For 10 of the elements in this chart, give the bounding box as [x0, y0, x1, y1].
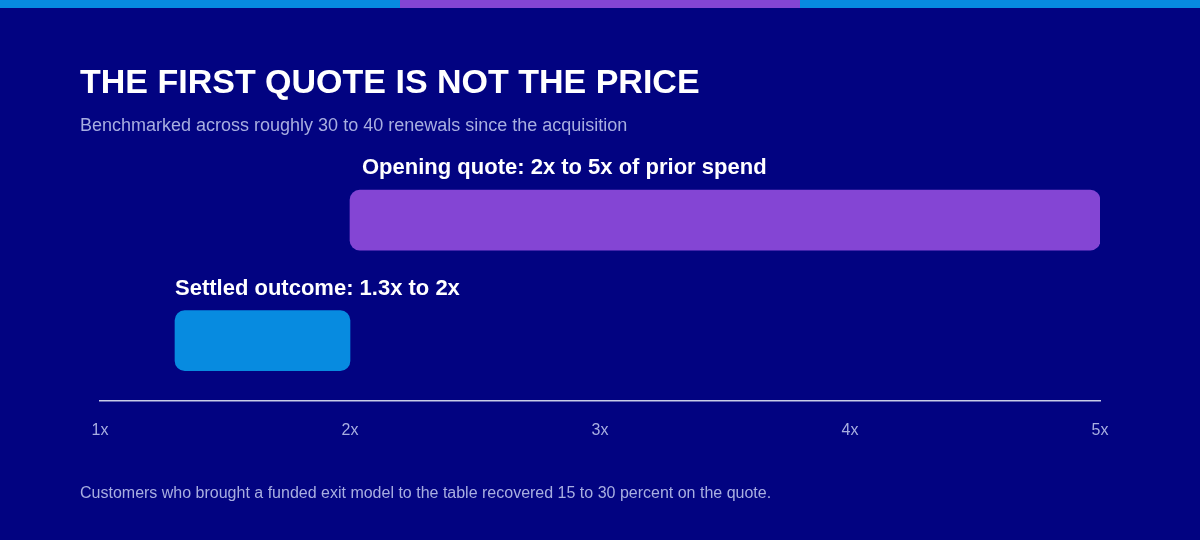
x-tick-label: 3x	[591, 420, 609, 438]
y-tick-label: Settled outcome: 1.3x to 2x	[175, 274, 461, 300]
y-tick-label: Opening quote: 2x to 5x of prior spend	[362, 154, 767, 180]
x-tick-label: 4x	[841, 420, 859, 438]
x-tick-label: 5x	[1091, 420, 1109, 438]
x-tick-label: 2x	[341, 420, 359, 438]
x-tick-label: 1x	[91, 420, 109, 438]
text: Customers who brought a funded exit model to the table recovered 15 to 30 percent on the quote.	[80, 484, 772, 502]
chart-title: THE FIRST QUOTE IS NOT THE PRICE	[80, 62, 700, 101]
chart-subtitle: Benchmarked across roughly 30 to 40 renewals since the acquisition	[80, 115, 628, 136]
